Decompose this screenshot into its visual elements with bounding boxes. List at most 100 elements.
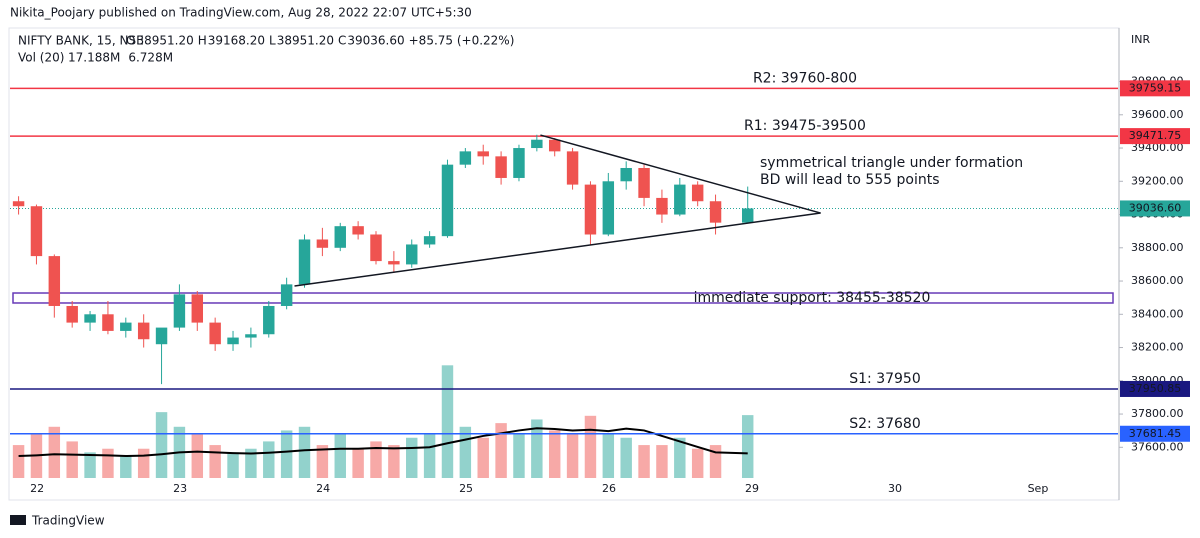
- candle-body: [602, 181, 615, 235]
- candle-body: [263, 305, 275, 335]
- level-price-box: [1120, 80, 1190, 97]
- candle-body: [388, 261, 400, 265]
- ohlc-key: C: [338, 34, 346, 48]
- level-text: S1: 37950: [849, 371, 921, 387]
- volume-bar: [709, 445, 722, 478]
- x-tick-label: 25: [459, 482, 473, 495]
- annotation: symmetrical triangle under formation: [760, 155, 1023, 171]
- candle-body: [102, 314, 114, 331]
- volume-bar: [227, 452, 239, 478]
- volume-bar: [298, 426, 311, 478]
- level-price-box: [1120, 128, 1190, 145]
- level-text: S2: 37680: [849, 416, 921, 432]
- ohlc-value: 39036.60: [347, 34, 404, 48]
- support-zone: [12, 292, 1114, 304]
- x-tick-label: 24: [316, 482, 330, 495]
- candle-body: [66, 305, 78, 323]
- volume-bar: [66, 441, 78, 478]
- candle-body: [620, 167, 632, 182]
- volume-bar: [48, 426, 61, 478]
- brand-logo: [10, 515, 26, 525]
- y-tick-label: 37600.00: [1131, 440, 1184, 453]
- candle-body: [48, 256, 61, 306]
- candle-body: [423, 236, 436, 245]
- volume-bar: [620, 437, 632, 478]
- ohlc-key: O: [126, 34, 135, 48]
- level-text: R2: 39760-800: [753, 70, 857, 86]
- x-tick-label: Sep: [1028, 482, 1049, 495]
- level-text: R1: 39475-39500: [744, 118, 866, 134]
- volume-bar: [137, 448, 150, 478]
- volume-bar: [120, 456, 132, 478]
- ohlc-value: 39168.20: [208, 34, 265, 48]
- current-price-label: 39036.60: [1129, 201, 1182, 214]
- volume-bar: [280, 430, 293, 478]
- symbol: NIFTY BANK, 15, NSE: [18, 34, 144, 48]
- x-tick-label: 26: [602, 482, 616, 495]
- volume-bar: [316, 445, 329, 478]
- support-text: immediate support: 38455-38520: [694, 290, 931, 306]
- byline: Nikita_Poojary published on TradingView.…: [10, 6, 472, 20]
- volume-bar: [674, 437, 686, 478]
- candle-body: [173, 294, 186, 328]
- volume-bar: [155, 412, 168, 478]
- volume-bar: [566, 434, 579, 478]
- candle-body: [209, 322, 221, 345]
- candle-body: [155, 327, 168, 345]
- x-tick-label: 22: [30, 482, 44, 495]
- volume-bar: [245, 448, 257, 478]
- candle-body: [531, 139, 543, 149]
- volume-bar: [441, 365, 454, 478]
- volume-title: Vol (20): [18, 51, 64, 65]
- currency: INR: [1131, 33, 1150, 46]
- candle-body: [741, 208, 754, 223]
- volume-bar: [423, 434, 436, 478]
- volume-bar: [406, 437, 418, 478]
- y-tick-label: 38800.00: [1131, 241, 1184, 254]
- candle-body: [656, 197, 668, 215]
- level-price-label: 37681.45: [1129, 427, 1182, 440]
- candle-body: [495, 156, 507, 178]
- ohlc-key: L: [269, 34, 276, 48]
- candle-body: [709, 201, 722, 223]
- candle-body: [280, 284, 293, 306]
- trendline: [540, 134, 821, 214]
- candle-body: [548, 139, 561, 152]
- volume-bar: [584, 415, 597, 478]
- x-tick-label: 29: [745, 482, 759, 495]
- y-tick-label: 38200.00: [1131, 341, 1184, 354]
- candle-body: [441, 164, 454, 237]
- volume-bar: [477, 437, 489, 478]
- level-price-label: 39471.75: [1129, 129, 1182, 142]
- brand: TradingView: [31, 514, 105, 528]
- ohlc-key: H: [198, 34, 207, 48]
- candle-body: [334, 226, 346, 248]
- candle-body: [352, 226, 364, 235]
- volume-bar: [459, 426, 472, 478]
- volume-legend: 17.188M: [68, 51, 120, 65]
- level-price-box: [1120, 380, 1190, 397]
- volume-bar: [548, 430, 561, 478]
- candle-body: [245, 334, 257, 338]
- volume-bar: [513, 434, 525, 478]
- y-tick-label: 39200.00: [1131, 174, 1184, 187]
- volume-bar: [495, 423, 507, 478]
- y-tick-label: 38600.00: [1131, 274, 1184, 287]
- candle-body: [584, 184, 597, 235]
- y-tick-label: 37800.00: [1131, 407, 1184, 420]
- change: +85.75 (+0.22%): [409, 34, 515, 48]
- annotation: BD will lead to 555 points: [760, 172, 940, 188]
- candle-body: [298, 239, 311, 285]
- candle-body: [316, 239, 329, 248]
- candle-body: [227, 337, 239, 345]
- volume-bar: [370, 441, 382, 478]
- y-tick-label: 39400.00: [1131, 141, 1184, 154]
- candle-body: [459, 151, 472, 165]
- candle-body: [566, 151, 579, 185]
- y-tick-label: 38400.00: [1131, 307, 1184, 320]
- candle-body: [513, 148, 525, 178]
- level-price-label: 39759.15: [1129, 81, 1182, 94]
- volume-ma: [18, 427, 748, 458]
